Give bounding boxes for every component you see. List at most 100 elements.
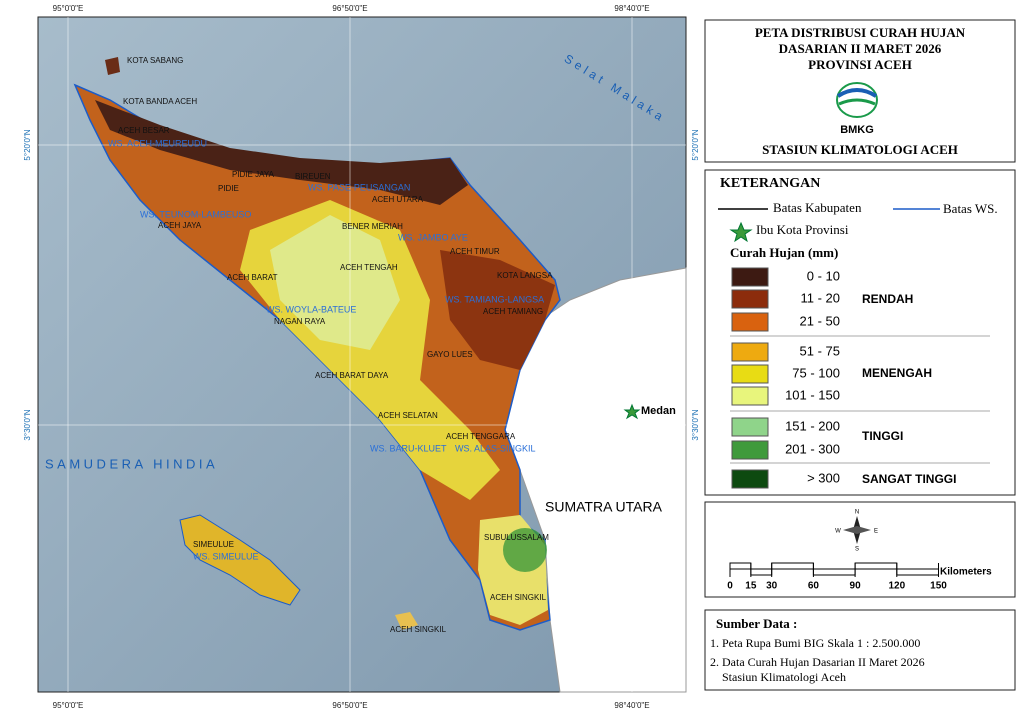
watershed-label: WS. ACEH-MEUREUDU xyxy=(108,138,207,148)
logo-text: BMKG xyxy=(840,124,874,136)
scale-label: 120 xyxy=(888,581,905,592)
lon-label: 98°40'0"E xyxy=(614,701,649,710)
place-label: ACEH JAYA xyxy=(158,221,202,230)
sea-label: SAMUDERA HINDIA xyxy=(45,456,218,471)
legend-heading: KETERANGAN xyxy=(720,176,820,191)
place-label: ACEH SINGKIL xyxy=(490,593,547,602)
legend-swatch xyxy=(731,386,769,406)
legend-swatch xyxy=(731,440,769,460)
legend-swatch xyxy=(731,289,769,309)
scale-box xyxy=(704,501,1016,598)
scale-label: 60 xyxy=(808,581,820,592)
place-label: NAGAN RAYA xyxy=(274,317,326,326)
compass-letter: N xyxy=(855,510,859,516)
banyak-islands xyxy=(395,612,418,630)
brown-east xyxy=(440,250,555,370)
bmkg-logo xyxy=(836,82,878,118)
lon-label: 96°50'0"E xyxy=(332,701,367,710)
neighbor-label: SUMATRA UTARA xyxy=(545,499,663,515)
place-label: ACEH SINGKIL xyxy=(390,625,447,634)
simeulue xyxy=(179,514,301,606)
sabang xyxy=(105,57,120,75)
wetter-center xyxy=(270,215,400,350)
legend-class: 21 - 50 xyxy=(800,313,840,328)
watershed-label: WS. WOYLA-BATEUE xyxy=(266,304,356,314)
capital-star xyxy=(623,403,641,420)
place-label: ACEH BARAT DAYA xyxy=(315,371,389,380)
watershed-label: WS. ALAS-SINGKIL xyxy=(455,443,536,453)
wet-spot xyxy=(503,528,547,572)
lon-label: 95°0'0"E xyxy=(53,701,84,710)
legend-group: TINGGI xyxy=(862,429,903,443)
place-label: ACEH TIMUR xyxy=(450,247,500,256)
legend-swatch xyxy=(731,364,769,384)
legend-class: 11 - 20 xyxy=(800,290,840,305)
place-label: ACEH TAMIANG xyxy=(483,307,543,316)
place-label: ACEH BESAR xyxy=(118,126,170,135)
legend-class: > 300 xyxy=(807,470,840,485)
legend-group: SANGAT TINGGI xyxy=(862,472,956,486)
dry-north xyxy=(95,100,468,205)
lon-label: 96°50'0"E xyxy=(332,4,367,13)
legend-class: 51 - 75 xyxy=(800,343,840,358)
place-label: KOTA SABANG xyxy=(127,56,183,65)
place-label: GAYO LUES xyxy=(427,350,473,359)
legend-item: Batas Kabupaten xyxy=(773,200,862,215)
watershed-label: WS. JAMBO AYE xyxy=(398,232,468,242)
lat-label: 5°20'0"N xyxy=(691,129,700,160)
title-line: DASARIAN II MARET 2026 xyxy=(779,41,942,56)
place-label: ACEH TENGGARA xyxy=(446,432,516,441)
scale-label: 150 xyxy=(930,581,947,592)
legend-class: 101 - 150 xyxy=(785,387,840,402)
title-line: PROVINSI ACEH xyxy=(808,57,912,72)
place-label: SUBULUSSALAM xyxy=(484,533,549,542)
source-item: 2. Data Curah Hujan Dasarian II Maret 20… xyxy=(710,655,925,669)
place-label: SIMEULUE xyxy=(193,540,234,549)
legend-item: Ibu Kota Provinsi xyxy=(756,222,849,237)
title-line: PETA DISTRIBUSI CURAH HUJAN xyxy=(755,25,966,40)
legend-group: RENDAH xyxy=(862,292,913,306)
place-label: ACEH TENGAH xyxy=(340,263,398,272)
place-label: PIDIE xyxy=(218,184,239,193)
source-heading: Sumber Data : xyxy=(716,616,797,631)
legend-item: Batas WS. xyxy=(943,201,998,216)
legend-class: 0 - 10 xyxy=(807,268,840,283)
legend-swatch xyxy=(731,312,769,332)
legend-swatch xyxy=(731,417,769,437)
legend-swatch xyxy=(731,469,769,489)
place-label: BIREUEN xyxy=(295,172,331,181)
compass-letter: E xyxy=(874,529,878,535)
lat-label: 5°20'0"N xyxy=(23,129,32,160)
watershed-label: WS. BARU-KLUET xyxy=(370,443,447,453)
legend-class: 75 - 100 xyxy=(792,365,840,380)
legend-group: MENENGAH xyxy=(862,366,932,380)
lon-label: 98°40'0"E xyxy=(614,4,649,13)
scale-unit: Kilometers xyxy=(940,567,992,578)
place-label: BENER MERIAH xyxy=(342,222,403,231)
lat-label: 3°30'0"N xyxy=(691,409,700,440)
scale-label: 90 xyxy=(850,581,862,592)
legend-class: 201 - 300 xyxy=(785,441,840,456)
compass-letter: W xyxy=(835,529,841,535)
source-item: Stasiun Klimatologi Aceh xyxy=(722,670,846,684)
source-box xyxy=(704,609,1016,691)
lat-label: 3°30'0"N xyxy=(23,409,32,440)
place-label: KOTA BANDA ACEH xyxy=(123,97,197,106)
place-label: KOTA LANGSA xyxy=(497,271,553,280)
scale-label: 0 xyxy=(727,581,733,592)
station: STASIUN KLIMATOLOGI ACEH xyxy=(762,142,958,157)
watershed-label: WS. PASE-PEUSANGAN xyxy=(308,182,410,192)
place-label: ACEH SELATAN xyxy=(378,411,438,420)
watershed-label: WS. TEUNOM-LAMBEUSO xyxy=(140,209,251,219)
legend-swatch xyxy=(731,267,769,287)
scale-label: 15 xyxy=(745,581,757,592)
compass xyxy=(843,516,871,544)
watershed-label: WS. SIMEULUE xyxy=(193,551,259,561)
source-item: 1. Peta Rupa Bumi BIG Skala 1 : 2.500.00… xyxy=(710,636,920,650)
lon-label: 95°0'0"E xyxy=(53,4,84,13)
place-label: PIDIE JAYA xyxy=(232,170,275,179)
place-label: ACEH BARAT xyxy=(227,273,278,282)
legend-swatch xyxy=(731,342,769,362)
